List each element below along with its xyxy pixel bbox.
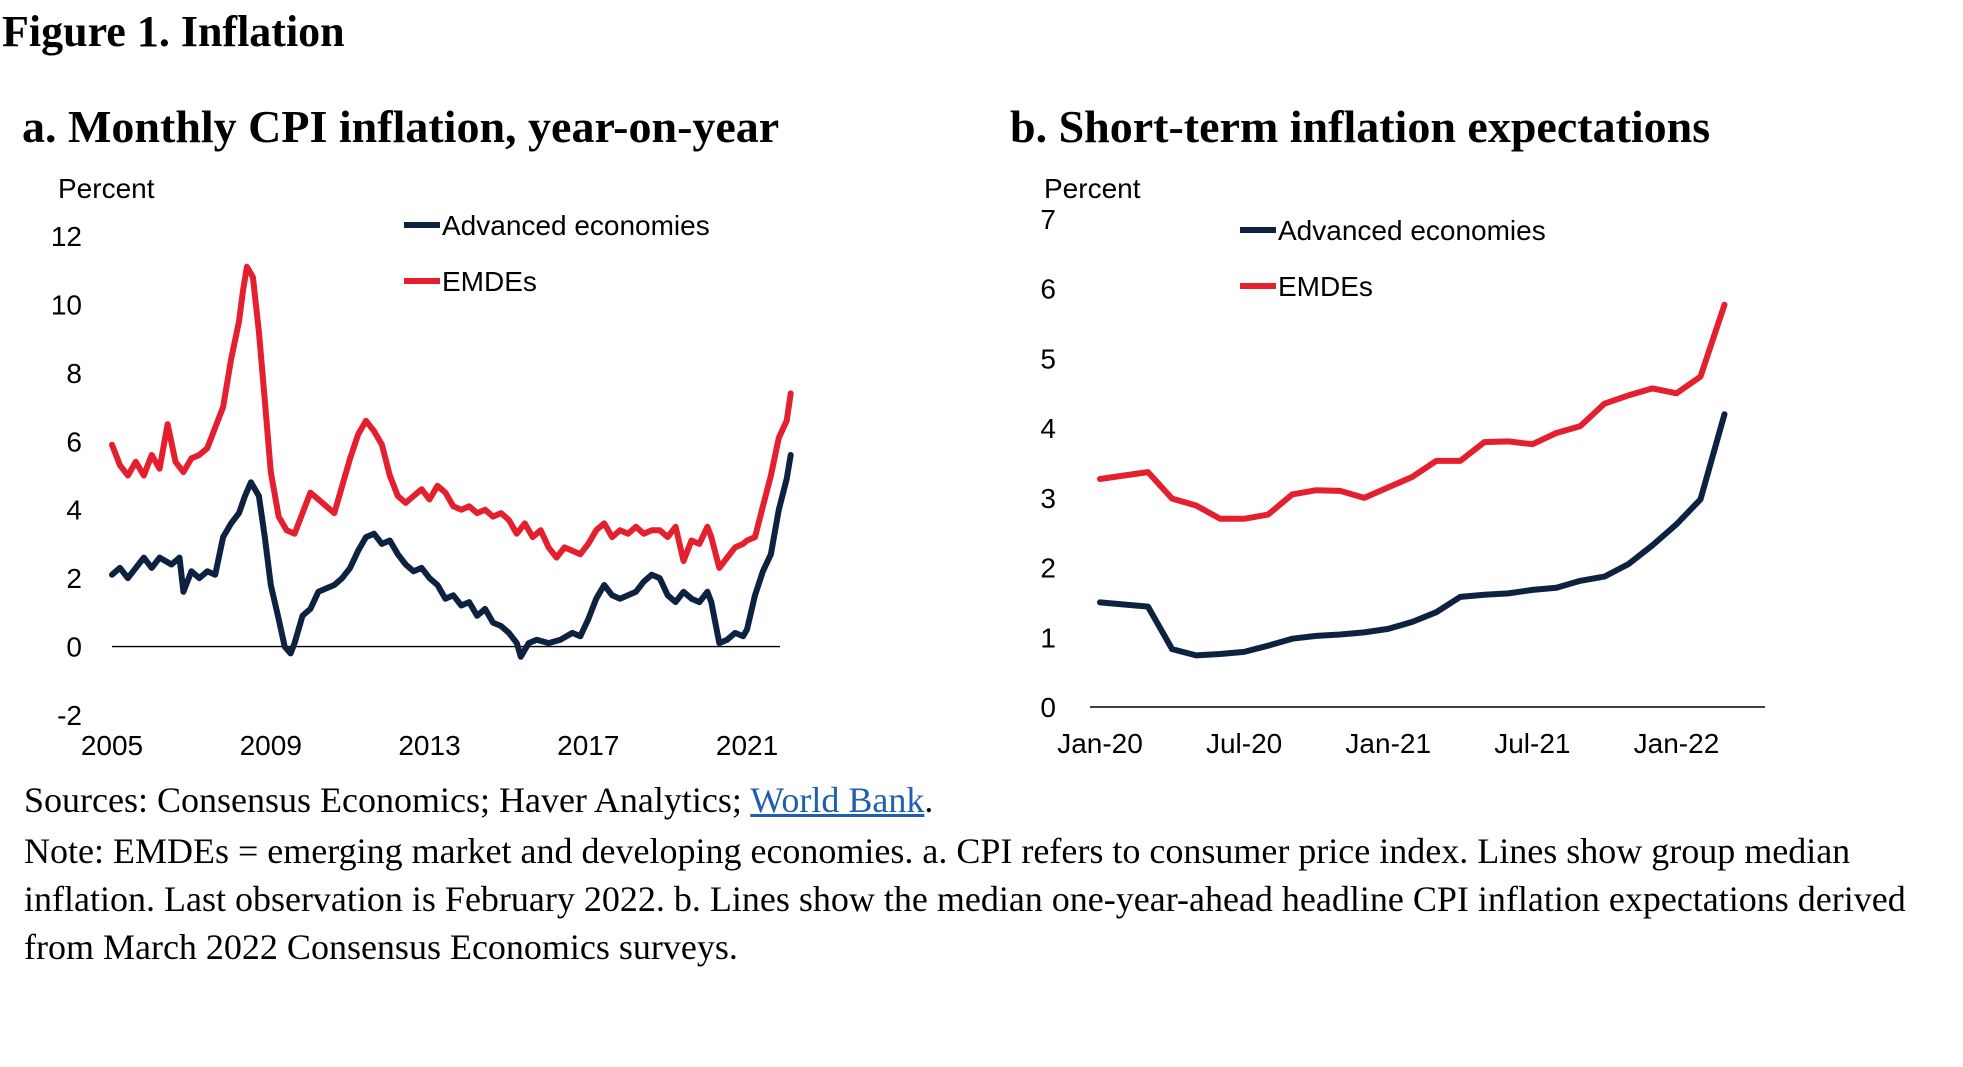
y-tick-label: 1 bbox=[1040, 622, 1056, 653]
y-tick-label: 4 bbox=[1040, 413, 1056, 444]
panel-b-chart: Percent 0 1 2 3 4 5 6 7 Jan-20 Jul-20 Jan-21 Jul-21 J… bbox=[1040, 173, 1765, 759]
panel-a-title: a. Monthly CPI inflation, year-on-year bbox=[22, 101, 780, 152]
series-line-emdes bbox=[109, 263, 794, 571]
series-line-advanced-economies bbox=[1097, 411, 1728, 659]
x-tick-label: 2005 bbox=[81, 730, 143, 761]
y-tick-label: -2 bbox=[57, 700, 82, 731]
world-bank-link[interactable]: World Bank bbox=[750, 780, 925, 820]
y-tick-label: 6 bbox=[1040, 274, 1056, 305]
sources-suffix: . bbox=[924, 780, 934, 820]
y-tick-label: 6 bbox=[66, 426, 82, 457]
x-tick-label: 2021 bbox=[716, 730, 778, 761]
y-axis-label: Percent bbox=[1044, 173, 1141, 204]
y-tick-label: 3 bbox=[1040, 483, 1056, 514]
x-tick-label: Jan-22 bbox=[1634, 728, 1720, 759]
x-tick-label: 2017 bbox=[557, 730, 619, 761]
legend-label: Advanced economies bbox=[1278, 215, 1546, 246]
series-line-advanced-economies bbox=[109, 452, 794, 660]
y-tick-label: 10 bbox=[51, 289, 82, 320]
panel-a-chart: Percent -2 0 2 4 6 8 10 12 2005 2009 2013 2017 2021 Ad… bbox=[51, 173, 794, 761]
panel-b-title: b. Short-term inflation expectations bbox=[1010, 101, 1711, 152]
x-tick-label: Jul-20 bbox=[1206, 728, 1282, 759]
x-tick-label: Jul-21 bbox=[1494, 728, 1570, 759]
x-tick-label: 2013 bbox=[398, 730, 460, 761]
y-tick-label: 0 bbox=[1040, 692, 1056, 723]
y-tick-label: 4 bbox=[66, 495, 82, 526]
y-tick-label: 5 bbox=[1040, 343, 1056, 374]
y-tick-label: 0 bbox=[66, 632, 82, 663]
note-text: Note: EMDEs = emerging market and develo… bbox=[24, 831, 1906, 967]
x-tick-label: Jan-21 bbox=[1345, 728, 1431, 759]
y-axis-label: Percent bbox=[58, 173, 155, 204]
legend-label: EMDEs bbox=[1278, 271, 1373, 302]
y-tick-label: 2 bbox=[66, 563, 82, 594]
legend-label: Advanced economies bbox=[442, 210, 710, 241]
y-tick-label: 12 bbox=[51, 221, 82, 252]
y-tick-label: 8 bbox=[66, 358, 82, 389]
sources-line: Sources: Consensus Economics; Haver Anal… bbox=[24, 776, 1954, 824]
figure-title: Figure 1. Inflation bbox=[2, 7, 345, 56]
y-tick-label: 2 bbox=[1040, 553, 1056, 584]
legend-label: EMDEs bbox=[442, 266, 537, 297]
x-tick-label: Jan-20 bbox=[1057, 728, 1143, 759]
x-tick-label: 2009 bbox=[240, 730, 302, 761]
series-line-emdes bbox=[1097, 301, 1728, 522]
sources-text: Sources: Consensus Economics; Haver Anal… bbox=[24, 780, 751, 820]
y-tick-label: 7 bbox=[1040, 204, 1056, 235]
